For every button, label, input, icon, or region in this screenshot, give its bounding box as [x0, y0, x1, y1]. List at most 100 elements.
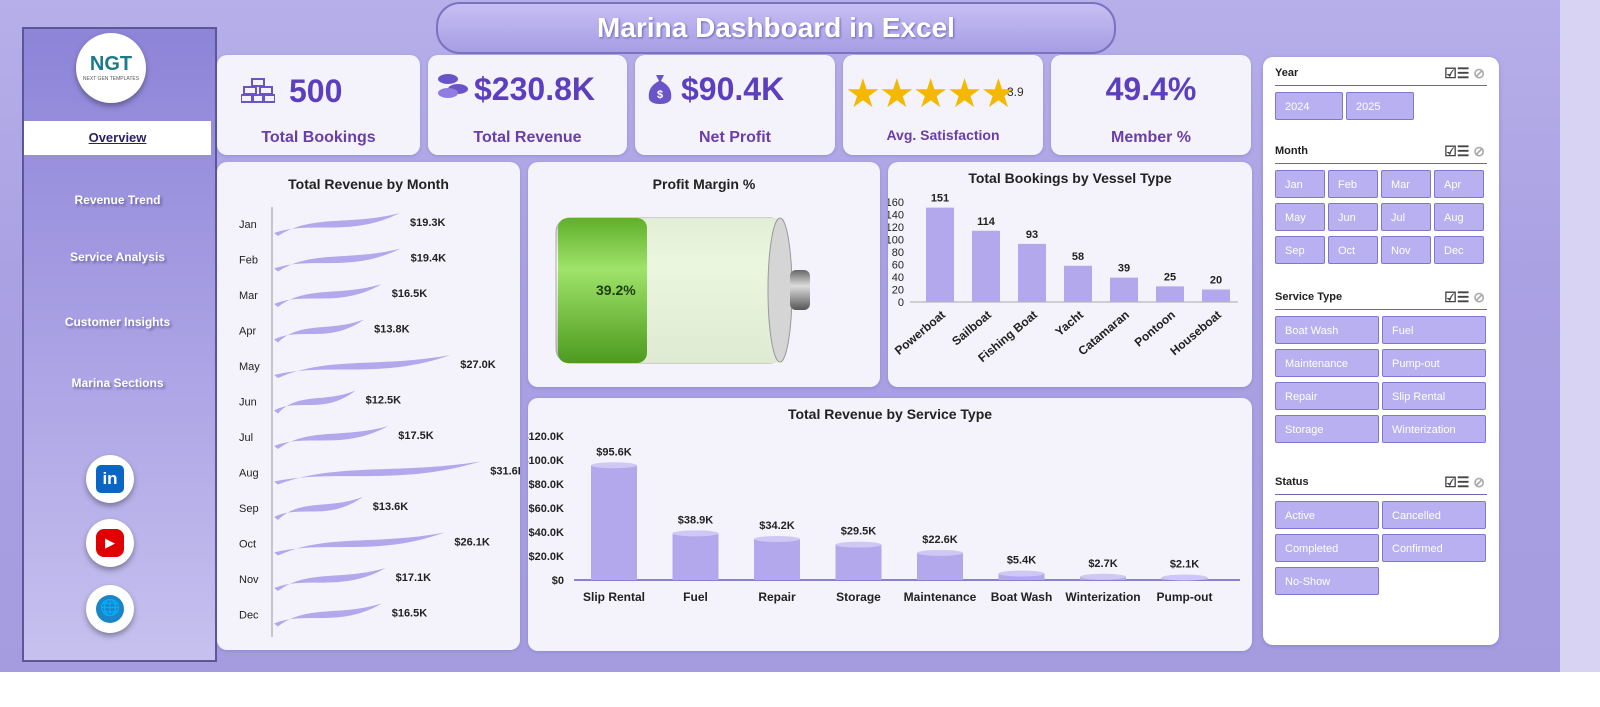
month-bar — [274, 426, 389, 449]
y-tick-label: $40.0K — [529, 527, 565, 539]
y-tick-label: 20 — [892, 285, 904, 297]
value-label: $5.4K — [1007, 555, 1036, 567]
svg-text:$: $ — [657, 89, 663, 101]
nav-overview[interactable]: Overview — [24, 121, 211, 155]
linkedin-button[interactable]: in — [86, 455, 134, 503]
month-bar — [274, 461, 481, 485]
kpi-bookings-label: Total Bookings — [261, 129, 376, 146]
clear-filter-icon[interactable]: ⊘ — [1473, 289, 1485, 305]
slicer-option[interactable]: Pump-out — [1382, 349, 1486, 377]
kpi-satisfaction-label: Avg. Satisfaction — [886, 127, 1000, 143]
youtube-button[interactable]: ▶ — [86, 519, 134, 567]
y-tick-label: $80.0K — [529, 479, 565, 491]
slicer-option[interactable]: May — [1275, 203, 1325, 231]
value-label: $26.1K — [454, 537, 490, 549]
slicer-option[interactable]: Repair — [1275, 382, 1379, 410]
value-label: $16.5K — [392, 608, 428, 620]
logo-text: NGT — [89, 53, 133, 75]
slicer-option[interactable]: Dec — [1434, 236, 1484, 264]
slicer-option[interactable]: Completed — [1275, 534, 1379, 562]
month-bar — [274, 603, 382, 627]
month-bar — [274, 213, 400, 236]
slicer-option[interactable]: 2025 — [1346, 92, 1414, 120]
value-label: $13.8K — [374, 324, 410, 336]
category-label: Yacht — [1052, 308, 1086, 339]
nav-customer-insights[interactable]: Customer Insights — [64, 315, 171, 329]
y-tick-label: 120 — [888, 222, 904, 234]
value-label: $34.2K — [759, 520, 795, 532]
sidebar: NGT NEXT GEN TEMPLATES Overview Revenue … — [22, 27, 217, 662]
vessel-bar — [1202, 289, 1230, 302]
multiselect-icon[interactable]: ☑☰ — [1444, 65, 1474, 81]
nav-revenue-trend[interactable]: Revenue Trend — [74, 193, 161, 207]
chart-title: Total Revenue by Month — [288, 176, 449, 192]
slicer-option[interactable]: Cancelled — [1382, 501, 1486, 529]
kpi-avg-satisfaction: ★★★★★ 3.9 Avg. Satisfaction — [843, 55, 1043, 155]
category-label: Jan — [239, 219, 257, 231]
y-tick-label: $120.0K — [528, 431, 564, 443]
slicer-option[interactable]: Aug — [1434, 203, 1484, 231]
slicer-option[interactable]: Feb — [1328, 170, 1378, 198]
nav-marina-sections[interactable]: Marina Sections — [71, 376, 164, 390]
multiselect-icon[interactable]: ☑☰ — [1444, 474, 1474, 490]
value-label: $95.6K — [596, 446, 632, 458]
slicer-option[interactable]: Nov — [1381, 236, 1431, 264]
slicer-option[interactable]: Maintenance — [1275, 349, 1379, 377]
y-tick-label: 40 — [892, 272, 904, 284]
clear-filter-icon[interactable]: ⊘ — [1473, 65, 1485, 81]
slicer-option[interactable]: Confirmed — [1382, 534, 1486, 562]
slicer-option[interactable]: Winterization — [1382, 415, 1486, 443]
bar-cap — [835, 541, 882, 548]
y-tick-label: 60 — [892, 260, 904, 272]
service-bar — [998, 573, 1045, 580]
value-label: $13.6K — [373, 501, 409, 513]
slicer-option[interactable]: Sep — [1275, 236, 1325, 264]
slicer-option[interactable]: No-Show — [1275, 567, 1379, 595]
battery-fill — [558, 218, 647, 363]
value-label: $22.6K — [922, 534, 958, 546]
chart-bookings-by-vessel: Total Bookings by Vessel Type 0 20 40 60 80 1… — [888, 162, 1252, 387]
category-label: Apr — [239, 326, 256, 338]
website-button[interactable]: 🌐 — [86, 585, 134, 633]
month-bar — [274, 319, 365, 343]
y-tick-label: $100.0K — [528, 455, 564, 467]
kpi-satisfaction-value: 3.9 — [1007, 85, 1024, 99]
slicer-option[interactable]: Oct — [1328, 236, 1378, 264]
category-label: Oct — [239, 539, 256, 551]
value-label: 93 — [1026, 229, 1038, 241]
nav-service-analysis[interactable]: Service Analysis — [70, 250, 165, 264]
y-tick-label: 80 — [892, 247, 904, 259]
y-tick-label: $60.0K — [529, 503, 565, 515]
clear-filter-icon[interactable]: ⊘ — [1473, 143, 1485, 159]
slicer-option[interactable]: Storage — [1275, 415, 1379, 443]
page-title: Marina Dashboard in Excel — [436, 2, 1116, 54]
slicer-option[interactable]: Jun — [1328, 203, 1378, 231]
slicer-option[interactable]: Slip Rental — [1382, 382, 1486, 410]
y-tick-label: 160 — [888, 197, 904, 209]
slicer-option[interactable]: Fuel — [1382, 316, 1486, 344]
clear-filter-icon[interactable]: ⊘ — [1473, 474, 1485, 490]
service-bar — [917, 552, 963, 580]
slicer-option[interactable]: 2024 — [1275, 92, 1343, 120]
value-label: $27.0K — [460, 359, 496, 371]
slicer-option[interactable]: Active — [1275, 501, 1379, 529]
bar-cap — [672, 530, 719, 537]
slicer-option[interactable]: Boat Wash — [1275, 316, 1379, 344]
y-tick-label: 100 — [888, 235, 904, 247]
multiselect-icon[interactable]: ☑☰ — [1444, 289, 1474, 305]
value-label: $19.3K — [410, 217, 446, 229]
slicer-header: Status ☑☰ ⊘ — [1275, 474, 1487, 495]
bar-cap — [998, 570, 1045, 577]
slicer-controls: ☑☰ ⊘ — [1444, 474, 1485, 490]
multiselect-icon[interactable]: ☑☰ — [1444, 143, 1474, 159]
kpi-revenue-value: $230.8K — [474, 71, 595, 107]
slicer-option[interactable]: Mar — [1381, 170, 1431, 198]
slicer-option[interactable]: Apr — [1434, 170, 1484, 198]
slicer-option[interactable]: Jul — [1381, 203, 1431, 231]
service-bar — [835, 544, 882, 580]
slicer-option[interactable]: Jan — [1275, 170, 1325, 198]
value-label: 25 — [1164, 271, 1176, 283]
vessel-bar — [1018, 243, 1046, 302]
category-label: Winterization — [1065, 590, 1140, 604]
category-label: Aug — [239, 468, 259, 480]
